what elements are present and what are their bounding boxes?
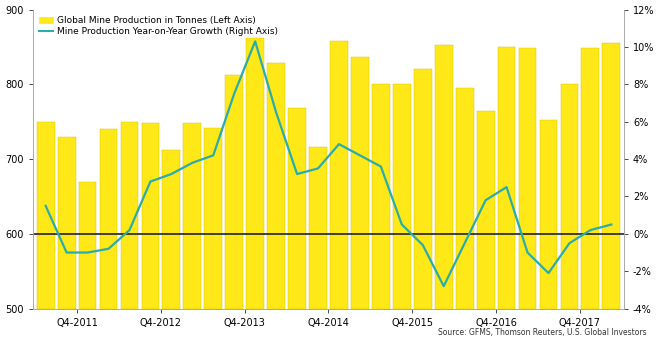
Bar [414, 69, 432, 309]
Bar [267, 63, 285, 309]
Bar [477, 111, 494, 309]
Bar [100, 129, 117, 309]
Bar [183, 123, 201, 309]
Bar [372, 84, 390, 309]
Bar [162, 150, 180, 309]
Bar [581, 48, 599, 309]
Bar [435, 46, 453, 309]
Bar [246, 38, 264, 309]
Bar [393, 84, 411, 309]
Bar [141, 123, 159, 309]
Bar [540, 120, 558, 309]
Bar [309, 147, 327, 309]
Bar [121, 122, 139, 309]
Bar [560, 84, 578, 309]
Bar [498, 47, 515, 309]
Bar [79, 182, 96, 309]
Bar [37, 122, 55, 309]
Bar [351, 57, 369, 309]
Bar [205, 128, 222, 309]
Bar [57, 137, 75, 309]
Bar [603, 43, 620, 309]
Bar [288, 108, 306, 309]
Text: Source: GFMS, Thomson Reuters, U.S. Global Investors: Source: GFMS, Thomson Reuters, U.S. Glob… [438, 328, 647, 337]
Legend: Global Mine Production in Tonnes (Left Axis), Mine Production Year-on-Year Growt: Global Mine Production in Tonnes (Left A… [38, 14, 280, 38]
Bar [225, 75, 243, 309]
Bar [456, 88, 474, 309]
Bar [519, 48, 537, 309]
Bar [330, 41, 348, 309]
